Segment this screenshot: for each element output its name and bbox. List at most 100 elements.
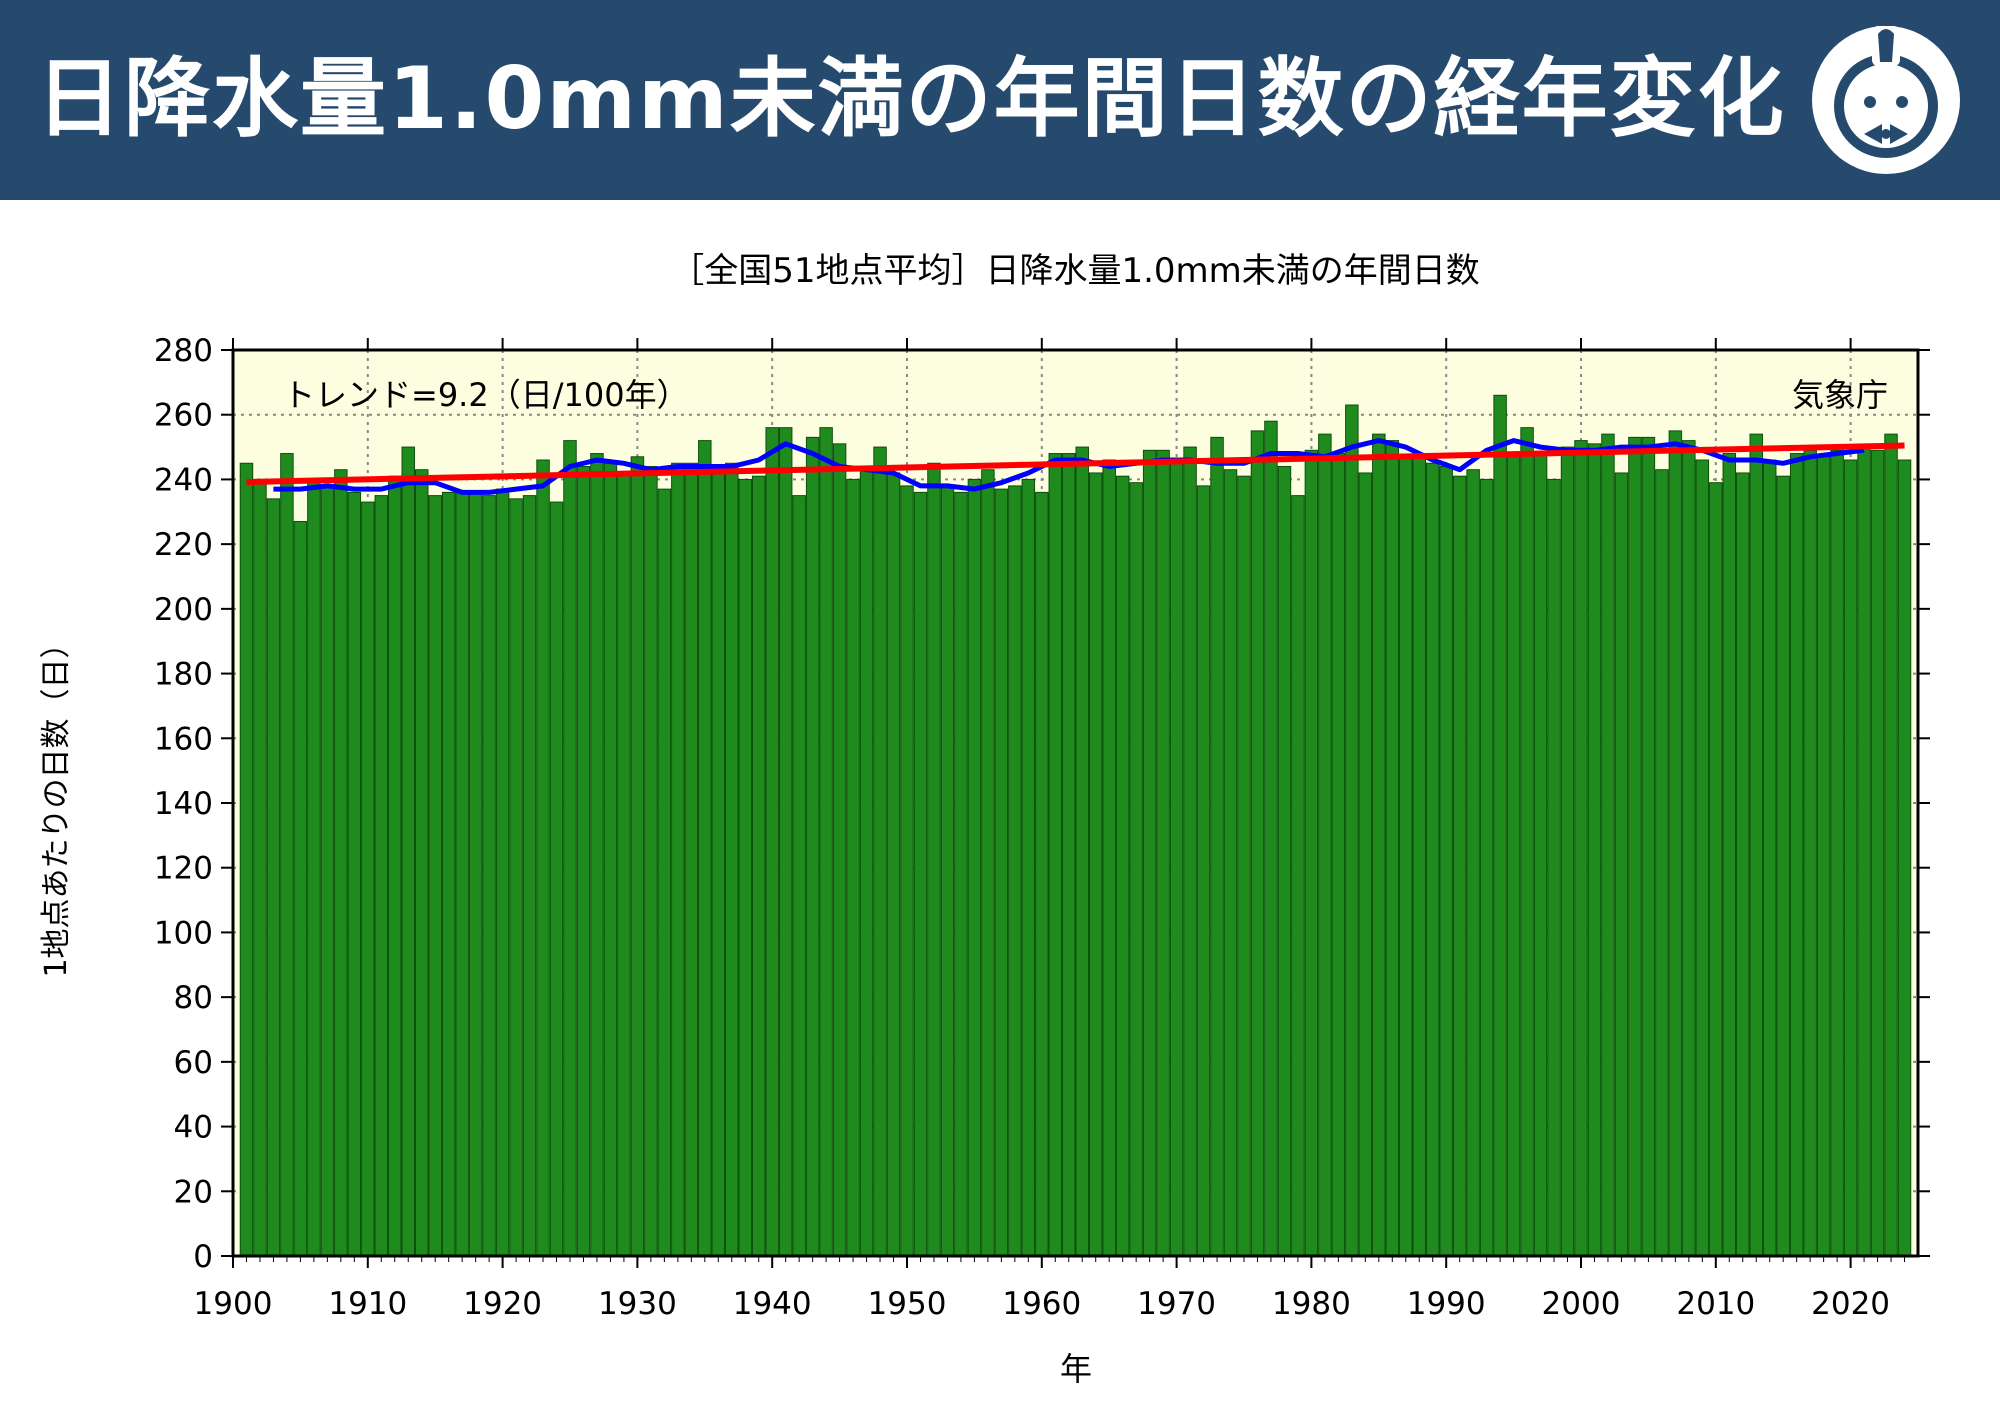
- bar-2000: [1574, 440, 1588, 1257]
- bar-1951: [913, 491, 928, 1257]
- bar-2006: [1655, 469, 1669, 1257]
- bar-1993: [1479, 478, 1494, 1257]
- bar-1911: [374, 495, 389, 1257]
- bar-2002: [1601, 433, 1615, 1257]
- bar-2020: [1843, 459, 1858, 1257]
- x-tick-label: 1940: [733, 1286, 812, 1322]
- x-axis-label: 年: [1060, 1350, 1092, 1388]
- x-tick-label: 1930: [598, 1286, 677, 1322]
- bar-1904: [280, 453, 294, 1257]
- bar-1958: [1008, 485, 1022, 1257]
- bar-2011: [1722, 453, 1737, 1257]
- x-tick-label: 2010: [1676, 1286, 1755, 1322]
- y-tick-label: 180: [154, 657, 213, 693]
- bar-1957: [994, 488, 1009, 1257]
- bar-1990: [1439, 465, 1453, 1257]
- bar-2019: [1830, 449, 1844, 1257]
- bar-1944: [819, 427, 833, 1257]
- bar-2004: [1628, 436, 1642, 1257]
- y-tick-label: 20: [174, 1174, 213, 1210]
- bar-1950: [900, 485, 914, 1257]
- bar-1902: [253, 478, 267, 1257]
- bar-1938: [738, 478, 752, 1257]
- bar-2008: [1682, 440, 1696, 1257]
- y-tick-label: 160: [154, 721, 213, 757]
- x-tick-label: 1960: [1002, 1286, 1081, 1322]
- bar-1947: [859, 469, 874, 1257]
- bar-1972: [1196, 485, 1211, 1257]
- bar-2005: [1641, 436, 1656, 1257]
- bar-1905: [293, 520, 308, 1257]
- bar-2015: [1776, 475, 1790, 1257]
- bar-1976: [1250, 430, 1265, 1257]
- bar-1908: [334, 469, 348, 1257]
- y-tick-label: 0: [193, 1239, 213, 1275]
- bar-2001: [1587, 443, 1602, 1257]
- bar-1973: [1210, 436, 1224, 1257]
- bar-1909: [347, 491, 362, 1257]
- bar-1931: [644, 465, 658, 1257]
- bar-1989: [1425, 462, 1440, 1257]
- bar-1940: [765, 427, 779, 1257]
- bar-1901: [239, 462, 254, 1257]
- bar-1935: [698, 440, 712, 1257]
- trend-label: トレンド=9.2（日/100年）: [283, 376, 689, 414]
- x-tick-label: 1900: [194, 1286, 273, 1322]
- x-tick-label: 1990: [1407, 1286, 1486, 1322]
- bar-1978: [1277, 465, 1292, 1257]
- bar-1918: [468, 491, 483, 1257]
- bar-1961: [1048, 453, 1063, 1257]
- y-tick-label: 60: [174, 1045, 213, 1081]
- x-tick-label: 1980: [1272, 1286, 1351, 1322]
- bar-1952: [927, 462, 941, 1257]
- bar-1923: [536, 459, 550, 1257]
- y-tick-label: 80: [174, 980, 213, 1016]
- bar-1910: [361, 501, 375, 1257]
- bar-2013: [1749, 433, 1763, 1257]
- bar-1903: [266, 498, 281, 1257]
- bar-2022: [1870, 449, 1885, 1257]
- bar-1937: [725, 462, 739, 1257]
- y-axis-label: 1地点あたりの日数（日）: [39, 628, 74, 977]
- bar-1922: [522, 495, 537, 1257]
- bar-1977: [1264, 420, 1278, 1257]
- bar-1939: [751, 475, 766, 1257]
- bar-1998: [1547, 478, 1561, 1257]
- bar-1924: [549, 501, 564, 1257]
- bar-1920: [495, 488, 510, 1257]
- bar-1914: [414, 469, 429, 1257]
- title-banner: 日降水量1.0mm未満の年間日数の経年変化: [0, 0, 2000, 200]
- bar-1997: [1533, 453, 1548, 1257]
- bar-1963: [1075, 446, 1089, 1257]
- bar-1974: [1223, 469, 1238, 1257]
- bar-1917: [455, 491, 469, 1257]
- bar-1943: [805, 436, 820, 1257]
- bar-1906: [307, 478, 321, 1257]
- trend-line: [246, 442, 1905, 486]
- bar-1942: [792, 495, 806, 1257]
- bar-1956: [981, 469, 995, 1257]
- bar-1970: [1169, 459, 1184, 1257]
- bar-1915: [428, 495, 442, 1257]
- x-tick-label: 1950: [868, 1286, 947, 1322]
- bar-1936: [711, 469, 726, 1257]
- y-tick-label: 140: [154, 786, 213, 822]
- bar-1995: [1506, 456, 1521, 1257]
- bar-2014: [1762, 459, 1777, 1257]
- bar-1992: [1466, 469, 1480, 1257]
- bar-1955: [967, 478, 982, 1257]
- bar-1927: [590, 453, 604, 1257]
- bar-2021: [1857, 446, 1871, 1257]
- x-tick-label: 2020: [1811, 1286, 1890, 1322]
- y-tick-label: 280: [154, 333, 213, 369]
- bars: [239, 394, 1912, 1257]
- bar-1933: [671, 462, 685, 1257]
- bar-1928: [603, 462, 618, 1257]
- bar-2024: [1897, 459, 1912, 1257]
- bar-1975: [1237, 475, 1251, 1257]
- x-tick-label: 2000: [1542, 1286, 1621, 1322]
- bar-1921: [509, 498, 523, 1257]
- bar-1983: [1345, 404, 1359, 1257]
- y-tick-label: 200: [154, 592, 213, 628]
- bar-1934: [684, 462, 699, 1257]
